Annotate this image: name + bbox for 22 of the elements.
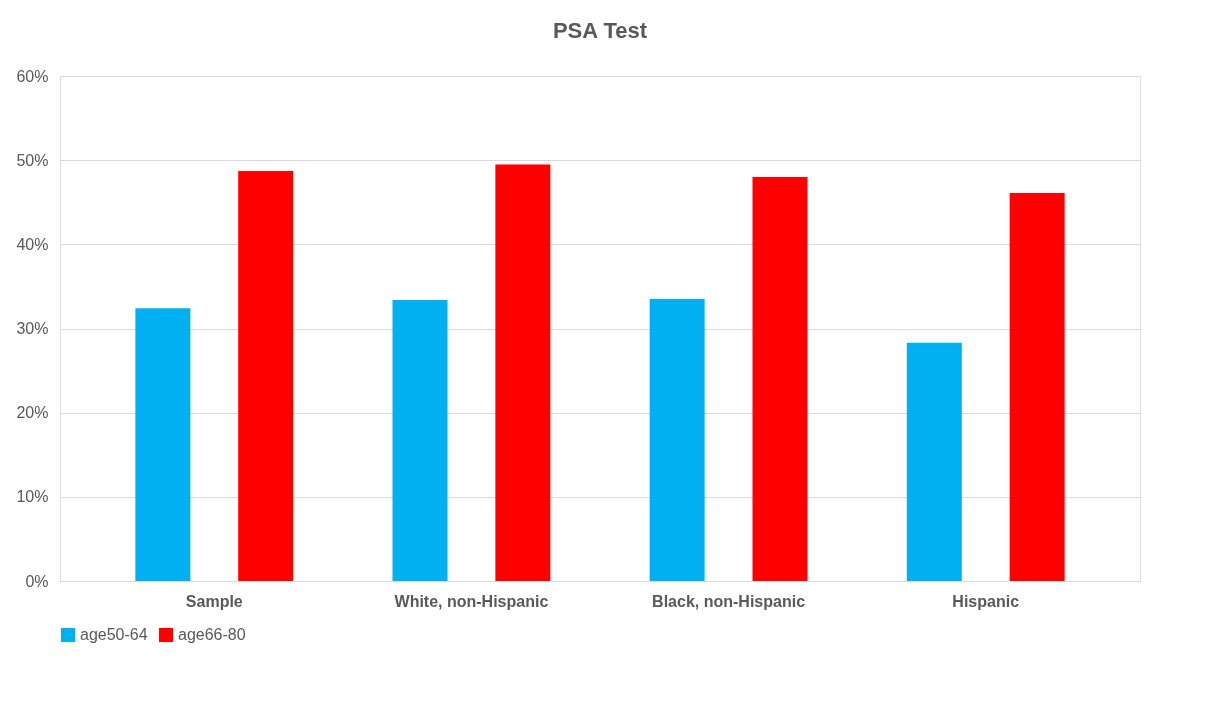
bar xyxy=(906,342,962,581)
chart-title: PSA Test xyxy=(552,18,648,43)
x-tick-label: White, non-Hispanic xyxy=(394,592,549,610)
bar xyxy=(135,308,191,581)
bar xyxy=(649,299,705,581)
y-tick-label: 10% xyxy=(16,488,49,506)
bar xyxy=(238,171,294,581)
y-tick-label: 40% xyxy=(16,235,49,253)
y-tick-label: 30% xyxy=(16,320,49,337)
legend-label: age50-64 xyxy=(80,626,148,643)
bar xyxy=(752,177,808,581)
x-tick-label: Black, non-Hispanic xyxy=(652,592,806,610)
bar xyxy=(1009,192,1065,581)
legend-label: age66-80 xyxy=(178,626,246,643)
bar xyxy=(495,164,551,581)
x-tick-label: Hispanic xyxy=(952,592,1020,610)
x-tick-label: Sample xyxy=(185,592,243,610)
y-tick-label: 20% xyxy=(16,404,49,422)
y-tick-label: 60% xyxy=(16,67,49,85)
bar xyxy=(392,299,448,581)
y-tick-label: 0% xyxy=(25,572,49,590)
y-tick-label: 50% xyxy=(16,151,49,169)
